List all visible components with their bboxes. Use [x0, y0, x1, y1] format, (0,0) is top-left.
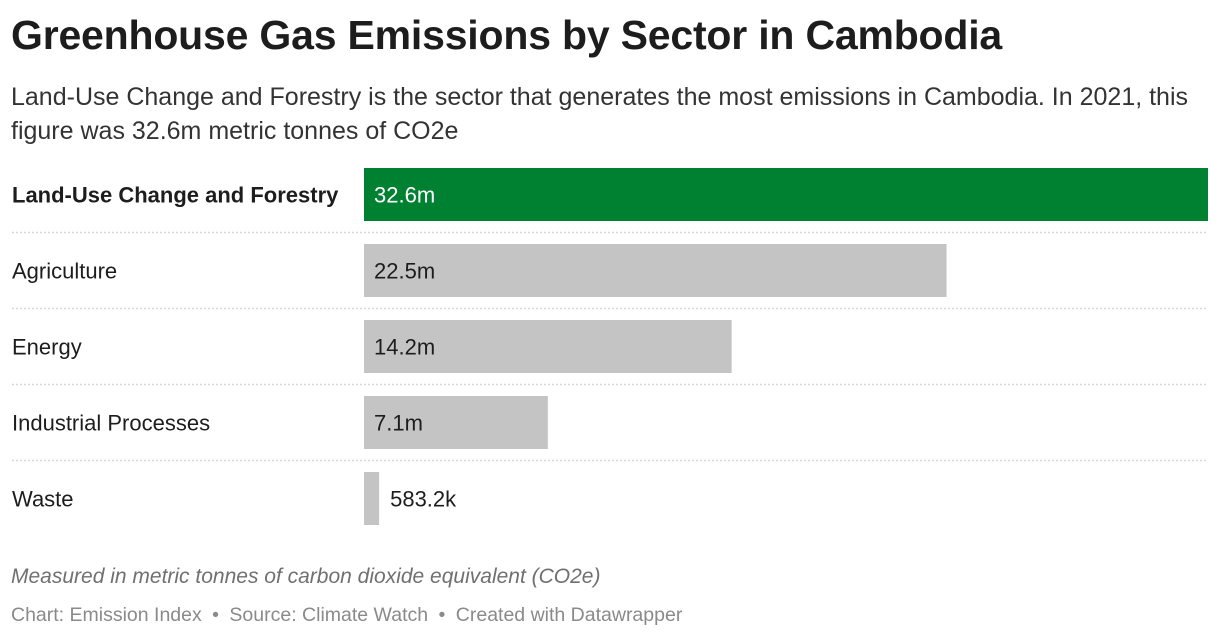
datawrapper-credit[interactable]: Created with Datawrapper	[455, 604, 683, 626]
bar	[364, 320, 732, 373]
source-credit[interactable]: Source: Climate Watch	[229, 604, 429, 626]
value-label: 7.1m	[374, 411, 423, 436]
value-label: 32.6m	[374, 183, 435, 208]
value-label: 583.2k	[390, 487, 457, 512]
value-label: 14.2m	[374, 335, 435, 360]
chart-subtitle: Land-Use Change and Forestry is the sect…	[11, 83, 1189, 145]
bar-chart: Land-Use Change and Forestry 32.6m Agricul…	[12, 168, 1208, 525]
chart-notes: Measured in metric tonnes of carbon diox…	[11, 565, 601, 588]
footer-separator: •	[212, 604, 219, 626]
bar	[364, 244, 947, 297]
footer-separator: •	[438, 604, 446, 626]
chart-title: Greenhouse Gas Emissions by Sector in Ca…	[11, 12, 1003, 58]
bar	[364, 396, 548, 449]
chart-credit[interactable]: Chart: Emission Index	[11, 604, 202, 626]
category-label: Waste	[12, 487, 74, 512]
category-label: Industrial Processes	[12, 411, 210, 436]
chart-footer: Chart: Emission Index • Source: Climate …	[11, 604, 682, 627]
bar	[364, 168, 1208, 221]
bar	[364, 472, 380, 525]
category-label: Agriculture	[12, 259, 117, 284]
category-label: Energy	[12, 335, 82, 360]
value-label: 22.5m	[374, 259, 435, 284]
category-label: Land-Use Change and Forestry	[12, 183, 339, 208]
